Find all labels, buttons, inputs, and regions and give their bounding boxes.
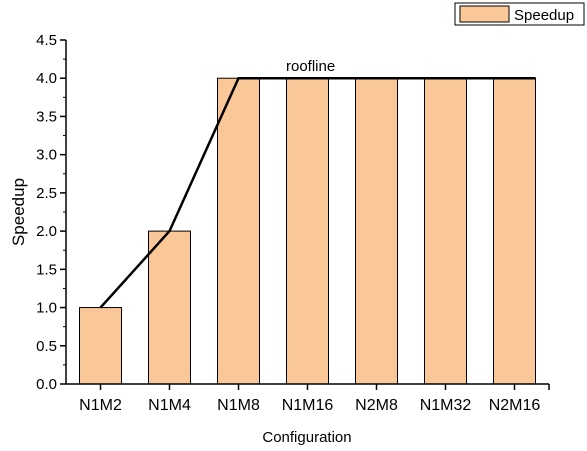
x-tick-label: N2M16: [489, 397, 541, 414]
y-tick-label: 3.0: [36, 147, 57, 164]
roofline-layer: [99, 76, 536, 309]
legend: Speedup: [454, 2, 585, 26]
bar-N1M32: [424, 77, 467, 385]
y-axis-title: Speedup: [9, 178, 28, 246]
bar-N1M2: [79, 307, 122, 385]
y-tick-label: 4.5: [36, 32, 57, 49]
legend-label: Speedup: [514, 7, 574, 24]
bar-N1M4: [148, 230, 191, 385]
y-tick-label: 1.0: [36, 300, 57, 317]
y-tick-label: 3.5: [36, 108, 57, 125]
x-tick-label: N1M32: [420, 397, 472, 414]
roofline-label: roofline: [286, 58, 335, 75]
x-ticks: N1M2 N1M4 N1M8 N1M16 N2M8 N1M32 N2M16: [79, 384, 550, 414]
roofline-line: [99, 76, 536, 309]
legend-swatch: [459, 5, 510, 23]
bar-N2M8: [355, 77, 398, 385]
y-tick-label: 2.0: [36, 223, 57, 240]
x-tick-label: N1M8: [217, 397, 260, 414]
x-tick-label: N1M16: [282, 397, 334, 414]
bar-N1M16: [286, 77, 329, 385]
y-tick-label: 0.5: [36, 338, 57, 355]
y-tick-label: 0.0: [36, 376, 57, 393]
x-tick-label: N1M4: [148, 397, 191, 414]
bars-group: [79, 77, 536, 385]
y-tick-label: 2.5: [36, 185, 57, 202]
y-tick-label: 4.0: [36, 70, 57, 87]
x-tick-label: N2M8: [355, 397, 398, 414]
bar-N2M16: [493, 77, 536, 385]
x-tick-label: N1M2: [79, 397, 122, 414]
bar-N1M8: [217, 77, 260, 385]
y-ticks: 0.0 0.5 1.0 1.5 2.0 2.5 3.0 3.5 4.0 4.5: [36, 32, 66, 393]
y-tick-label: 1.5: [36, 261, 57, 278]
x-axis-title: Configuration: [262, 429, 351, 446]
